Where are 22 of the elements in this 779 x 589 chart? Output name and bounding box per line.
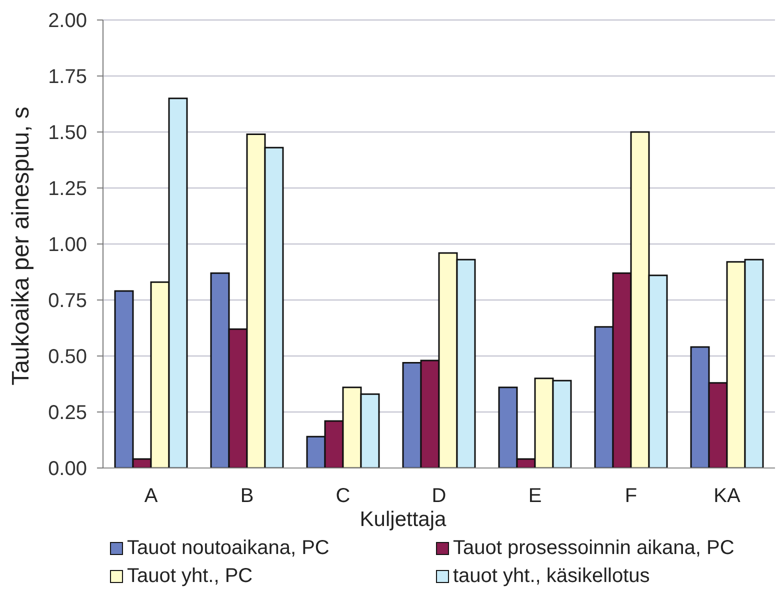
y-tick-label: 0.25 xyxy=(48,402,87,424)
legend-label: Tauot prosessoinnin aikana, PC xyxy=(453,537,734,559)
y-tick-label: 2.00 xyxy=(48,10,87,32)
legend-label: tauot yht., käsikellotus xyxy=(453,565,650,587)
y-tick-label: 0.00 xyxy=(48,458,87,480)
x-tick-label: F xyxy=(624,485,638,508)
x-tick-label: B xyxy=(240,485,254,508)
x-tick-label: D xyxy=(432,485,446,508)
y-axis-title: Taukoaika per ainespuu, s xyxy=(8,106,34,386)
y-tick-label: 0.50 xyxy=(48,346,87,368)
x-tick-label: A xyxy=(144,485,158,508)
x-tick-label: E xyxy=(528,485,542,508)
y-tick-label: 1.50 xyxy=(48,122,87,144)
y-tick-label: 0.75 xyxy=(48,290,87,312)
legend-label: Tauot yht., PC xyxy=(127,565,253,587)
x-tick-label: C xyxy=(336,485,350,508)
y-tick-label: 1.25 xyxy=(48,178,87,200)
x-tick-label: KA xyxy=(714,485,741,508)
y-tick-label: 1.75 xyxy=(48,66,87,88)
y-tick-label: 1.00 xyxy=(48,234,87,256)
x-axis-title: Kuljettaja xyxy=(360,508,447,531)
legend-label: Tauot noutoaikana, PC xyxy=(127,537,330,559)
